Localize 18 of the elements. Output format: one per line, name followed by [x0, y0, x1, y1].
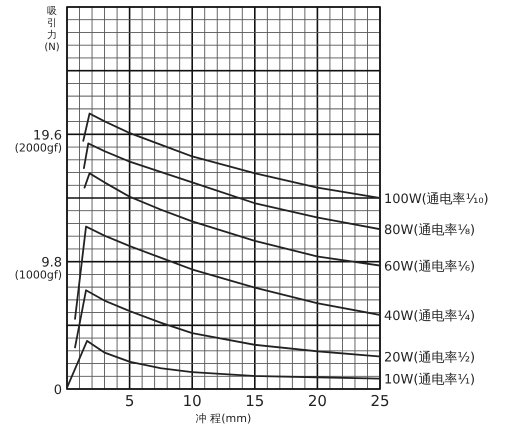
x-tick-label: 10 — [182, 392, 202, 410]
text: (2000gf) — [14, 141, 62, 154]
series-label: 20W(通电率¹⁄₂) — [384, 350, 476, 366]
series-label: 10W(通电率¹⁄₁) — [384, 372, 476, 388]
text: (1000gf) — [14, 268, 62, 282]
y-tick-label: 19.6 — [33, 128, 62, 144]
y-tick-label: 9.8 — [41, 256, 62, 271]
y-axis-title: 吸引力(N) — [44, 6, 60, 53]
x-tick-label: 5 — [124, 392, 134, 410]
x-tick-label: 15 — [245, 392, 264, 410]
x-tick-label: 20 — [308, 392, 327, 410]
x-tick-label: 25 — [370, 392, 390, 410]
series-label: 100W(通电率¹⁄₁₀) — [384, 191, 489, 207]
series-label: 60W(通电率¹⁄₆) — [384, 258, 476, 275]
series-label: 40W(通电率¹⁄₄) — [384, 308, 476, 324]
series-label: 80W(通电率¹⁄₈) — [384, 222, 476, 238]
x-axis-title: 冲 程(mm) — [196, 412, 252, 425]
y-tick-label: 0 — [54, 383, 62, 398]
